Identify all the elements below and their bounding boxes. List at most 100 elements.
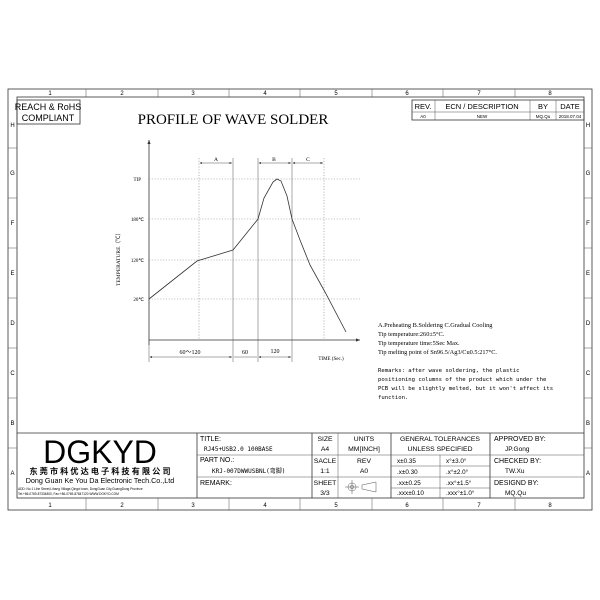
- column-marker: 5: [334, 91, 338, 97]
- part-no-value: KRJ-007DWWUSBNL(弯脚): [212, 467, 285, 475]
- column-marker: 8: [548, 503, 552, 509]
- column-marker: 2: [120, 503, 124, 509]
- column-marker: 5: [334, 503, 338, 509]
- sheet-value: 3/3: [320, 490, 330, 497]
- note-line: Tip temperature time:5Sec Max.: [378, 340, 460, 347]
- designed-value: MQ.Qu: [505, 490, 526, 497]
- compliance-line2: COMPLIANT: [22, 113, 75, 123]
- zone-legend: A.Preheating B.Soldering C.Gradual Cooli…: [378, 322, 493, 329]
- rev-header: REV.: [415, 102, 432, 111]
- duration-preheat: 60～120: [179, 350, 200, 356]
- row-marker: B: [586, 421, 590, 427]
- row-marker: E: [586, 271, 590, 277]
- row-marker: E: [10, 271, 14, 277]
- remark-line: function.: [378, 395, 408, 401]
- zone-b-label: B: [272, 157, 276, 163]
- row-marker: C: [586, 371, 591, 377]
- row-marker: H: [586, 123, 590, 129]
- size-value: A4: [321, 446, 330, 453]
- row-marker: F: [11, 221, 15, 227]
- temperature-curve: [148, 178, 347, 333]
- ecn-header: ECN / DESCRIPTION: [445, 102, 518, 111]
- row-marker: D: [586, 321, 591, 327]
- tolerances-header: GENERAL TOLERANCES: [400, 436, 480, 443]
- date-value: 2018.07.04: [559, 114, 582, 119]
- column-marker: 8: [548, 91, 552, 97]
- column-marker: 4: [263, 503, 267, 509]
- frame-grid-ticks: 1 1 2 2 3 3 4 4 5 5 6 6 7 7 8 8 H H G G F F E E D D C C B B A A: [8, 89, 592, 510]
- approved-value: JP.Gong: [505, 446, 530, 453]
- column-marker: 6: [405, 503, 409, 509]
- rev-value: A0: [360, 468, 369, 475]
- row-marker: G: [586, 171, 591, 177]
- date-header: DATE: [560, 102, 579, 111]
- title-value: RJ45+USB2.0 100BASE: [204, 446, 273, 453]
- by-header: BY: [538, 102, 548, 111]
- by-value: MQ.Qu: [536, 114, 551, 119]
- checked-value: TW.Xu: [505, 468, 525, 475]
- size-label: SIZE: [317, 436, 333, 443]
- title-block: DGKYD 东 莞 市 科 优 达 电 子 科 技 有 限 公 司 Dong G…: [17, 432, 584, 498]
- projection-symbol-icon: [345, 480, 377, 494]
- checked-label: CHECKED BY:: [494, 458, 541, 465]
- row-marker: F: [586, 221, 590, 227]
- process-notes: A.Preheating B.Soldering C.Gradual Cooli…: [378, 322, 553, 401]
- column-marker: 1: [48, 91, 52, 97]
- remark-label: REMARK:: [200, 480, 232, 487]
- grid-lines: [148, 158, 360, 362]
- title-label: TITLE:: [200, 436, 221, 443]
- y-tick-tip: TIP: [134, 178, 142, 183]
- column-marker: 7: [477, 91, 481, 97]
- column-marker: 6: [405, 91, 409, 97]
- duration-solder: 120: [271, 349, 280, 355]
- ecn-value: NEW: [477, 114, 488, 119]
- wave-solder-profile: TIP 180℃ 120℃ 20℃ TEMPERATURE（℃） TIME (S…: [115, 140, 360, 362]
- company-contact: Tel:+86-0769-87334800, Fax:+86-0769-8784…: [18, 492, 119, 496]
- tolerance-linear: .xxx±0.10: [397, 490, 424, 497]
- column-marker: 7: [477, 503, 481, 509]
- drawing-title: PROFILE OF WAVE SOLDER: [138, 112, 329, 128]
- row-marker: A: [10, 471, 14, 477]
- tolerances-subheader: UNLESS SPECIFIED: [408, 446, 473, 453]
- remark-line: Remarks: after wave soldering, the plast…: [378, 368, 519, 374]
- row-marker: G: [10, 171, 15, 177]
- y-tick-20: 20℃: [133, 297, 144, 303]
- row-marker: A: [586, 471, 590, 477]
- row-marker: C: [10, 371, 15, 377]
- company-name-en: Dong Guan Ke You Da Electronic Tech.Co.,…: [26, 476, 175, 485]
- tolerance-linear: .xx±0.25: [397, 480, 421, 487]
- remark-line: positioning columns of the product which…: [378, 377, 547, 383]
- remark-line: PCB will be slightly melted, but it won'…: [378, 386, 553, 392]
- company-address: ADD: No.1 Lihe Street,Lihang Village,Qin…: [18, 487, 143, 491]
- note-line: Tip temperature:260±5°C.: [378, 331, 445, 338]
- tolerance-angular: .x°±2.0°: [446, 468, 469, 476]
- approved-label: APPROVED BY:: [494, 436, 546, 443]
- units-label: UNITS: [354, 436, 375, 443]
- tolerance-linear: x±0.35: [397, 458, 416, 465]
- column-marker: 3: [191, 91, 195, 97]
- column-marker: 4: [263, 91, 267, 97]
- compliance-line1: REACH & RoHS: [15, 102, 82, 112]
- sheet-label: SHEET: [314, 480, 337, 487]
- compliance-box: [16, 99, 81, 125]
- scale-label: SACLE: [314, 458, 337, 465]
- row-marker: D: [10, 321, 15, 327]
- company-logo: DGKYD: [43, 434, 157, 470]
- column-marker: 1: [48, 503, 52, 509]
- zone-c-label: C: [306, 157, 310, 163]
- rev-label: REV: [357, 458, 371, 465]
- zone-a-label: A: [214, 157, 218, 163]
- note-line: Tip melting point of Sn96.5/Ag3/Cu0.5:21…: [378, 349, 497, 356]
- tolerance-angular: .xx°±1.5°: [446, 479, 472, 487]
- part-no-label: PART NO.:: [200, 457, 234, 464]
- revision-table: REV. ECN / DESCRIPTION BY DATE A0 NEW MQ…: [411, 99, 585, 121]
- designed-label: DESIGND BY:: [494, 480, 539, 487]
- rev-value: A0: [420, 114, 426, 119]
- inner-border: [16, 96, 585, 499]
- row-marker: H: [10, 123, 14, 129]
- tolerance-angular: x°±3.0°: [446, 457, 467, 465]
- y-tick-120: 120℃: [131, 258, 145, 264]
- tolerance-angular: .xxx°±1.0°: [446, 489, 475, 497]
